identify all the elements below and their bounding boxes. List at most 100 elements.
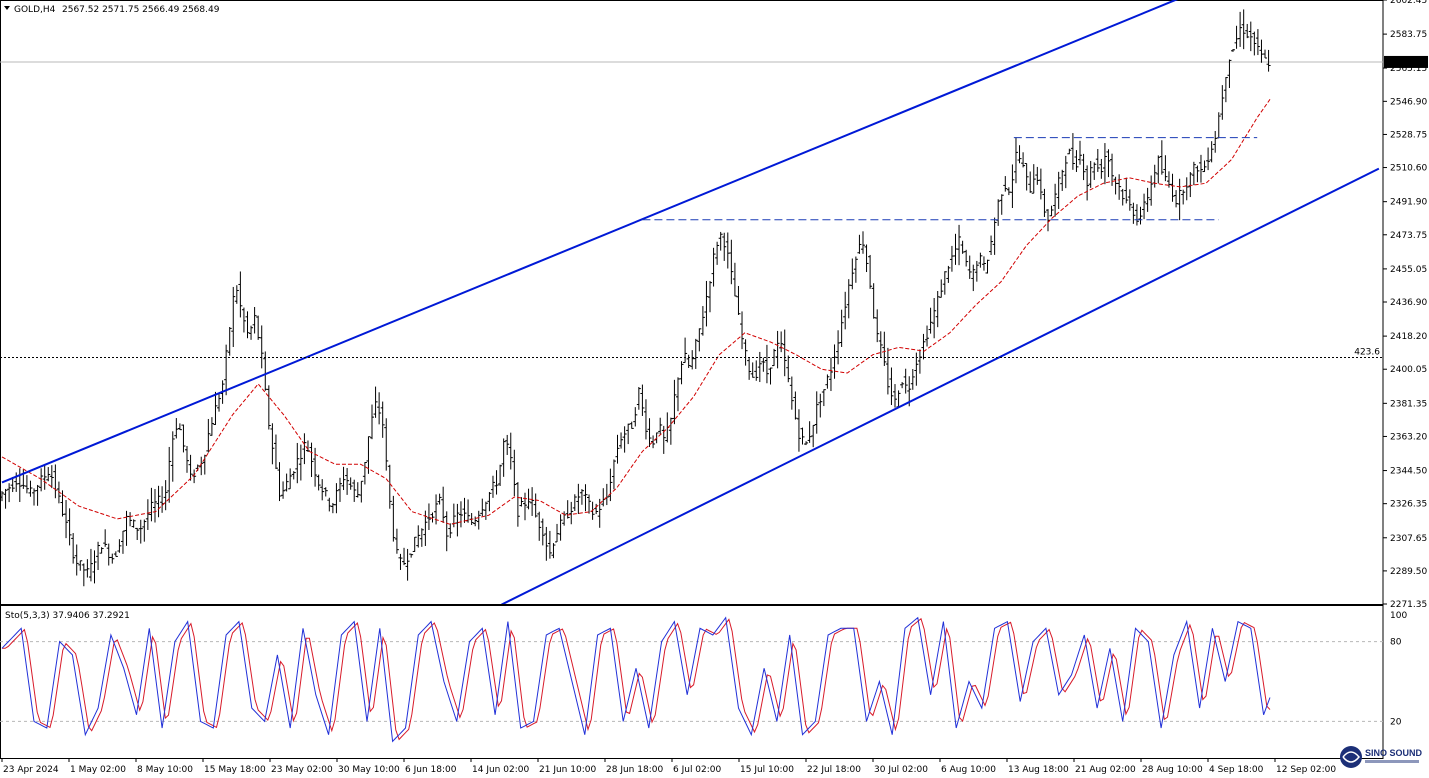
- ohlc-bar: [1131, 202, 1136, 224]
- ohlc-bar: [910, 369, 915, 390]
- ohlc-bar: [1024, 163, 1029, 191]
- ohlc-bar: [352, 479, 357, 502]
- ohlc-bar: [583, 484, 588, 512]
- ohlc-bar: [505, 434, 510, 455]
- price-tick-label: 2381.35: [1390, 399, 1427, 409]
- price-tick-label: 2363.20: [1390, 432, 1427, 442]
- trend-channel[interactable]: [1, 0, 1380, 605]
- price-tick-label: 2602.45: [1390, 0, 1427, 6]
- time-tick-label: 8 May 10:00: [137, 765, 193, 775]
- ohlc-bar: [793, 391, 798, 420]
- ohlc-bar: [747, 358, 752, 380]
- symbol-dropdown-icon[interactable]: [4, 6, 10, 10]
- ohlc-bar: [857, 234, 862, 254]
- channel-line-lower[interactable]: [501, 167, 1380, 605]
- ohlc-bar: [775, 330, 780, 369]
- ohlc-bar: [170, 431, 175, 482]
- ohlc-bar: [1120, 188, 1125, 206]
- ohlc-bar: [576, 483, 581, 514]
- ohlc-bar: [64, 500, 69, 539]
- ohlc-bar: [3, 488, 8, 509]
- ohlc-bar: [1010, 164, 1015, 209]
- ohlc-bar: [889, 367, 894, 406]
- ohlc-bar: [284, 473, 289, 492]
- ohlc-bar: [651, 435, 656, 449]
- ohlc-bar: [1067, 148, 1072, 155]
- ohlc-bar: [512, 449, 517, 497]
- ohlc-bar: [967, 255, 972, 279]
- ohlc-bar: [579, 489, 584, 505]
- ohlc-bar: [825, 374, 830, 389]
- ohlc-bar: [0, 491, 4, 502]
- stochastic-level-label: 100: [1390, 611, 1407, 621]
- ohlc-bar: [683, 337, 688, 363]
- price-tick-label: 2583.75: [1390, 30, 1427, 40]
- ohlc-bar: [935, 291, 940, 328]
- ohlc-bar: [693, 338, 698, 369]
- ohlc-bar: [989, 235, 994, 255]
- ohlc-bar: [672, 379, 677, 425]
- ohlc-bar: [619, 432, 624, 449]
- ohlc-bar: [206, 418, 211, 453]
- ohlc-bar: [402, 547, 407, 566]
- ohlc-bar: [156, 485, 161, 518]
- ohlc-bar: [679, 361, 684, 385]
- ohlc-bar: [419, 528, 424, 547]
- ohlc-bar: [957, 224, 962, 266]
- ohlc-bar: [131, 519, 136, 528]
- ohlc-bar: [309, 442, 314, 478]
- price-tick-label: 2491.90: [1390, 198, 1427, 208]
- ohlc-bar: [1181, 189, 1186, 205]
- price-tick-label: 2510.60: [1390, 164, 1427, 174]
- ohlc-bar: [320, 479, 325, 501]
- price-tick-label: 2528.75: [1390, 130, 1427, 140]
- ohlc-bar: [722, 232, 727, 261]
- ohlc-bar: [885, 347, 890, 395]
- stochastic-panel[interactable]: 100 80 20: [0, 605, 1407, 759]
- ohlc-bar: [740, 311, 745, 350]
- ohlc-bar: [647, 418, 652, 447]
- ohlc-bar: [416, 525, 421, 548]
- ohlc-bar: [587, 494, 592, 514]
- ohlc-bar: [24, 475, 29, 494]
- candlestick-series: [0, 9, 1271, 587]
- ohlc-bar: [526, 488, 531, 510]
- ohlc-bar: [1138, 206, 1143, 225]
- ohlc-bar: [530, 487, 535, 516]
- watermark-globe-icon: [1340, 746, 1362, 768]
- time-tick-label: 1 May 02:00: [70, 765, 126, 775]
- dashed-levels[interactable]: 423.6: [0, 137, 1383, 358]
- ohlc-bar: [1013, 137, 1018, 184]
- ohlc-bar: [697, 328, 702, 352]
- ohlc-bar: [1191, 161, 1196, 186]
- ohlc-bar: [341, 466, 346, 491]
- ohlc-bar: [814, 391, 819, 434]
- ohlc-bar: [981, 256, 986, 271]
- ohlc-bar: [67, 508, 72, 546]
- ohlc-bar: [522, 492, 527, 521]
- ohlc-bar: [715, 241, 720, 265]
- ohlc-bar: [384, 418, 389, 471]
- ohlc-bar: [281, 481, 286, 499]
- ohlc-bar: [558, 514, 563, 541]
- time-tick-label: 15 Jul 10:00: [740, 765, 794, 775]
- ohlc-bar: [1031, 164, 1036, 194]
- channel-line-upper[interactable]: [1, 0, 1187, 484]
- ohlc-bar: [708, 280, 713, 313]
- ohlc-bar: [99, 547, 104, 554]
- ohlc-bar: [978, 252, 983, 268]
- ohlc-bar: [1266, 49, 1271, 72]
- ohlc-bar: [569, 501, 574, 525]
- ohlc-bar: [626, 423, 631, 445]
- ohlc-bar: [316, 474, 321, 491]
- ohlc-bar: [490, 475, 495, 498]
- ohlc-bar: [49, 465, 54, 489]
- price-tick-label: 2565.15: [1390, 64, 1427, 74]
- ohlc-bar: [729, 239, 734, 285]
- ohlc-bar: [387, 464, 392, 509]
- ohlc-bar: [88, 548, 93, 582]
- ohlc-bar: [28, 480, 33, 497]
- ohlc-bar: [462, 497, 467, 523]
- ohlc-bar: [1038, 168, 1043, 200]
